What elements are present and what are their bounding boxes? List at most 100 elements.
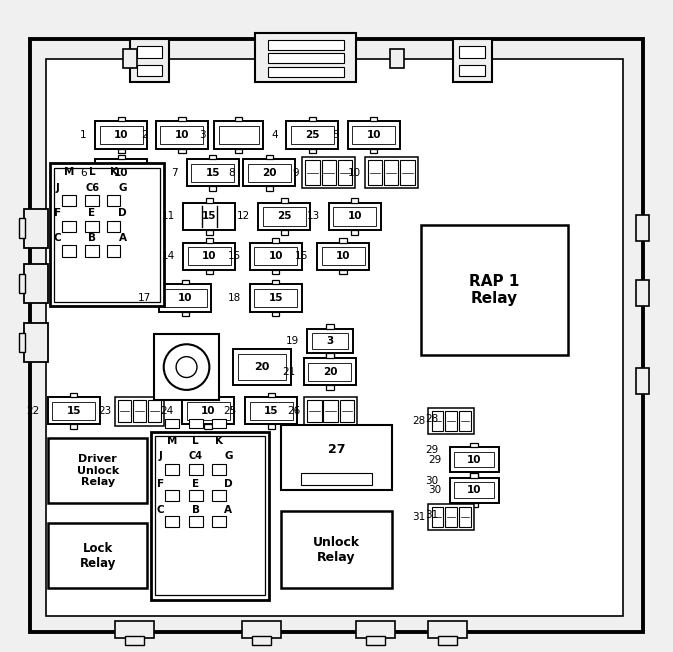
Bar: [106, 245, 120, 256]
Bar: [637, 368, 649, 394]
Bar: [155, 436, 264, 595]
Text: D: D: [224, 479, 233, 489]
Bar: [370, 149, 378, 153]
Bar: [450, 447, 499, 472]
Text: RAP 1
Relay: RAP 1 Relay: [470, 274, 520, 306]
Bar: [154, 334, 219, 400]
Text: 19: 19: [285, 336, 299, 346]
Bar: [164, 289, 207, 307]
Bar: [307, 329, 353, 353]
Text: 11: 11: [162, 211, 175, 222]
Bar: [338, 160, 352, 185]
Bar: [137, 46, 162, 58]
Text: 29: 29: [425, 445, 438, 455]
Bar: [242, 621, 281, 638]
Text: 15: 15: [202, 211, 217, 222]
Bar: [63, 220, 76, 231]
Bar: [166, 464, 179, 475]
Bar: [248, 164, 291, 182]
Bar: [268, 424, 275, 429]
Text: 10: 10: [114, 168, 129, 178]
Bar: [85, 196, 99, 206]
Text: 29: 29: [428, 454, 441, 465]
Bar: [159, 284, 211, 312]
Bar: [470, 443, 478, 447]
Text: F: F: [54, 207, 61, 218]
Bar: [431, 411, 444, 431]
Text: 17: 17: [137, 293, 151, 303]
Bar: [258, 203, 310, 230]
Bar: [312, 333, 348, 349]
Bar: [460, 65, 485, 76]
Text: E: E: [88, 207, 96, 218]
Bar: [281, 230, 288, 235]
Text: E: E: [192, 479, 199, 489]
Text: 20: 20: [323, 366, 337, 377]
Text: 20: 20: [262, 168, 277, 178]
Text: J: J: [159, 451, 162, 462]
Text: C6: C6: [85, 183, 99, 193]
Bar: [115, 397, 164, 426]
Bar: [454, 482, 494, 498]
Text: A: A: [118, 233, 127, 243]
Bar: [340, 400, 354, 422]
Bar: [235, 117, 242, 121]
Bar: [55, 168, 160, 302]
Bar: [151, 432, 269, 600]
Bar: [96, 159, 147, 186]
Text: 15: 15: [264, 406, 279, 416]
Bar: [137, 65, 162, 76]
Bar: [459, 507, 471, 527]
Text: 23: 23: [98, 406, 112, 417]
Bar: [307, 400, 322, 422]
Bar: [48, 523, 147, 588]
Bar: [333, 207, 376, 226]
Bar: [309, 117, 316, 121]
Bar: [46, 59, 623, 616]
Text: C: C: [54, 233, 61, 243]
Bar: [209, 186, 216, 191]
Bar: [206, 198, 213, 203]
Text: 2: 2: [141, 130, 147, 140]
Bar: [118, 155, 125, 159]
Text: G: G: [118, 183, 127, 193]
Bar: [19, 333, 26, 352]
Bar: [85, 245, 99, 256]
Text: F: F: [157, 479, 164, 489]
Text: 28: 28: [425, 413, 438, 424]
Bar: [454, 452, 494, 467]
Text: 28: 28: [412, 416, 425, 426]
Bar: [339, 238, 347, 243]
Circle shape: [164, 344, 209, 390]
Text: 10: 10: [467, 454, 481, 465]
Text: 16: 16: [295, 251, 308, 261]
Bar: [339, 270, 347, 274]
Bar: [637, 280, 649, 306]
Text: L: L: [89, 167, 96, 177]
Bar: [160, 126, 203, 144]
Bar: [118, 400, 131, 422]
Bar: [429, 504, 474, 530]
Text: 3: 3: [199, 130, 206, 140]
Text: 15: 15: [205, 168, 220, 178]
Bar: [446, 411, 457, 431]
Text: 30: 30: [425, 476, 438, 486]
Bar: [24, 323, 48, 362]
Bar: [63, 245, 76, 256]
Bar: [400, 160, 415, 185]
Bar: [428, 621, 467, 638]
Bar: [106, 220, 120, 231]
Bar: [305, 160, 320, 185]
Text: 10: 10: [114, 130, 129, 140]
Bar: [281, 511, 392, 588]
Bar: [356, 621, 395, 638]
Text: M: M: [167, 436, 178, 447]
Bar: [637, 215, 649, 241]
Bar: [255, 33, 357, 82]
Bar: [118, 186, 125, 191]
Bar: [470, 472, 478, 477]
Bar: [50, 163, 164, 306]
Text: D: D: [118, 207, 127, 218]
Bar: [106, 196, 120, 206]
Bar: [446, 507, 457, 527]
